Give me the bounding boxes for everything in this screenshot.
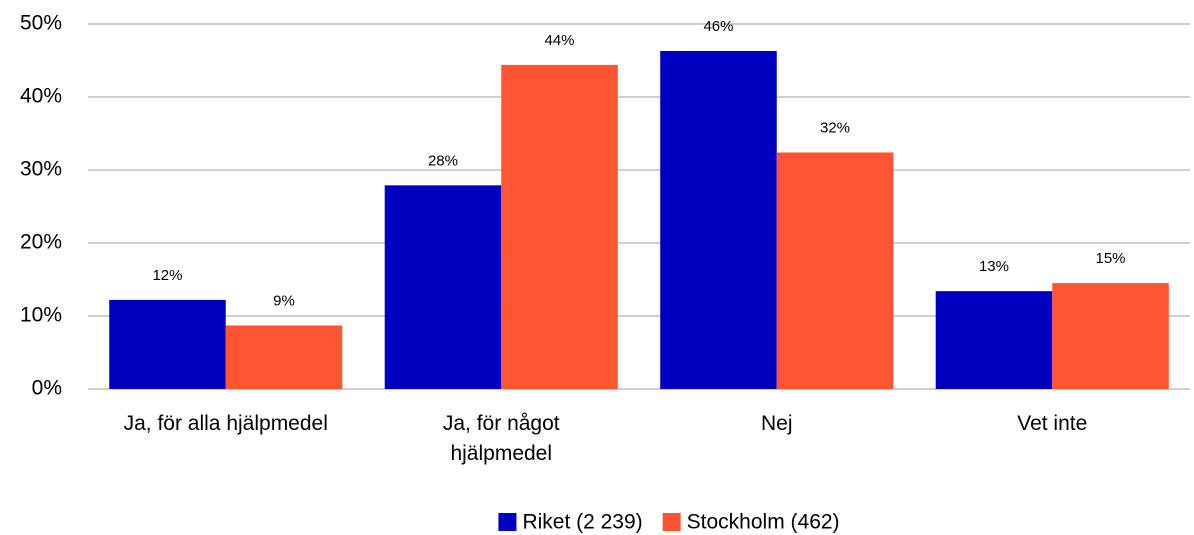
x-tick-label: Ja, för alla hjälpmedel bbox=[123, 412, 328, 435]
x-tick-label: Vet inte bbox=[1017, 412, 1088, 435]
value-label: 32% bbox=[820, 119, 850, 136]
bar bbox=[1052, 283, 1169, 389]
legend-swatch bbox=[498, 513, 517, 531]
y-tick-label: 30% bbox=[20, 158, 62, 181]
y-tick-label: 10% bbox=[20, 304, 62, 327]
y-tick-label: 20% bbox=[20, 231, 62, 254]
value-label: 13% bbox=[979, 258, 1009, 275]
x-tick-label: Nej bbox=[760, 412, 793, 435]
bar bbox=[935, 291, 1053, 389]
bar bbox=[384, 185, 502, 389]
value-label: 44% bbox=[545, 32, 575, 49]
value-label: 28% bbox=[428, 152, 458, 169]
value-label: 15% bbox=[1096, 250, 1126, 267]
bar bbox=[776, 152, 894, 389]
legend-swatch bbox=[662, 513, 681, 531]
legend-label: Stockholm (462) bbox=[687, 511, 840, 534]
y-tick-label: 0% bbox=[32, 377, 62, 400]
legend-label: Riket (2 239) bbox=[522, 511, 642, 534]
bar bbox=[660, 51, 777, 389]
value-label: 12% bbox=[152, 267, 182, 284]
value-label: 9% bbox=[273, 292, 295, 309]
bar bbox=[225, 325, 343, 389]
value-label: 46% bbox=[703, 18, 733, 35]
bar bbox=[501, 64, 618, 389]
y-tick-label: 50% bbox=[20, 12, 62, 35]
bar bbox=[109, 299, 226, 389]
y-tick-label: 40% bbox=[20, 85, 62, 108]
x-tick-label: Ja, för något hjälpmedel bbox=[442, 412, 560, 465]
